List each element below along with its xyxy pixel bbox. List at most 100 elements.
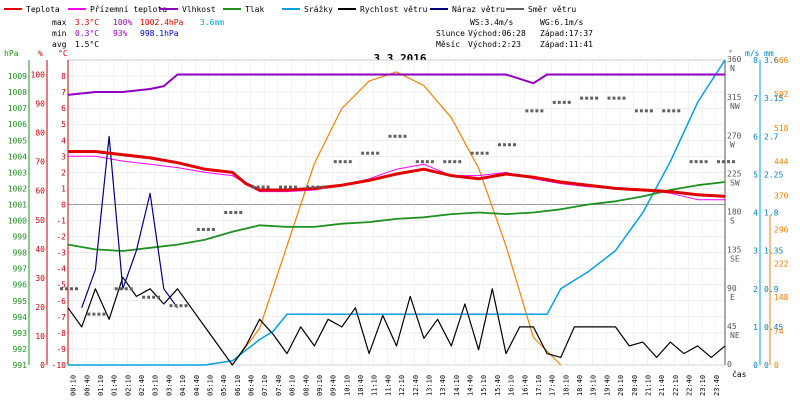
wind-direction-point bbox=[284, 185, 287, 189]
tick-label-solar: 222 bbox=[774, 259, 789, 268]
wind-direction-point bbox=[639, 109, 643, 113]
x-tick-label: 05:40 bbox=[220, 375, 228, 396]
tick-label-rain: 1.8 bbox=[764, 209, 779, 218]
x-tick-label: 14:40 bbox=[467, 375, 475, 396]
x-tick-label: 16:10 bbox=[508, 375, 516, 396]
legend-label: Přízemní teplota bbox=[90, 5, 167, 14]
tick-label-rain: 2.7 bbox=[764, 132, 779, 141]
tick-label-pressure: 1001 bbox=[8, 200, 27, 209]
tick-label-compass: SE bbox=[730, 255, 740, 264]
x-tick-label: 12:10 bbox=[398, 375, 406, 396]
tick-label-rain: 3.15 bbox=[764, 94, 783, 103]
tick-label-pressure: 1003 bbox=[8, 168, 27, 177]
x-tick-label: 03:40 bbox=[165, 375, 173, 396]
tick-label-temperature: 4 bbox=[61, 136, 66, 145]
wind-direction-point bbox=[124, 287, 128, 291]
x-tick-label: 15:10 bbox=[480, 375, 488, 396]
wind-direction-point bbox=[102, 312, 106, 316]
wind-direction-point bbox=[174, 304, 178, 308]
x-tick-label: 04:10 bbox=[179, 375, 187, 396]
wind-direction-point bbox=[179, 304, 183, 308]
tick-label-pressure: 992 bbox=[13, 345, 28, 354]
wind-direction-point bbox=[294, 185, 297, 189]
x-tick-label: 00:10 bbox=[70, 375, 78, 396]
x-tick-label: 07:10 bbox=[261, 375, 269, 396]
tick-label-wind-speed: 5 bbox=[753, 170, 758, 179]
wind-direction-point bbox=[306, 185, 310, 189]
tick-label-wind-speed: 2 bbox=[753, 285, 758, 294]
tick-label-wind-speed: 1 bbox=[753, 323, 758, 332]
tick-label-solar: 518 bbox=[774, 124, 789, 133]
wind-direction-point bbox=[535, 109, 539, 113]
info-moon-set: Západ:11:41 bbox=[540, 40, 593, 49]
tick-label-temperature: -6 bbox=[56, 297, 66, 306]
tick-label-temperature: -10 bbox=[52, 361, 67, 370]
tick-label-compass: N bbox=[730, 64, 735, 73]
x-tick-label: 13:10 bbox=[425, 375, 433, 396]
legend-label: Tlak bbox=[245, 5, 264, 14]
wind-direction-point bbox=[677, 109, 681, 113]
wind-direction-point bbox=[321, 185, 325, 189]
wind-direction-point bbox=[513, 143, 516, 147]
tick-label-humidity: 30 bbox=[35, 274, 45, 283]
series-teplota bbox=[68, 150, 726, 198]
tick-label-pressure: 1005 bbox=[8, 136, 27, 145]
wind-direction-point bbox=[266, 185, 270, 189]
info-panel: WS:3.4m/s WG:6.1m/s Slunce Východ:06:28 … bbox=[436, 18, 593, 49]
x-tick-label: 10:40 bbox=[357, 375, 365, 396]
wind-direction-point bbox=[617, 96, 621, 100]
wind-direction-point bbox=[201, 227, 205, 231]
wind-direction-point bbox=[279, 185, 282, 189]
info-moon-rise: Východ:2:23 bbox=[468, 40, 521, 49]
tick-label-rain: 0.9 bbox=[764, 285, 779, 294]
wind-direction-point bbox=[348, 160, 352, 164]
wind-direction-point bbox=[732, 160, 735, 164]
wind-direction-point bbox=[206, 227, 210, 231]
wind-direction-point bbox=[453, 160, 457, 164]
tick-label-humidity: 10 bbox=[35, 332, 45, 341]
legend-label: Vlhkost bbox=[182, 5, 216, 14]
wind-direction-point bbox=[388, 134, 392, 138]
tick-label-pressure: 1006 bbox=[8, 120, 27, 129]
x-tick-label: 16:40 bbox=[521, 375, 529, 396]
tick-label-humidity: 100 bbox=[31, 71, 46, 80]
series-náraz-větru bbox=[81, 135, 178, 309]
wind-direction-point bbox=[722, 160, 725, 164]
wind-direction-point bbox=[634, 109, 638, 113]
x-tick-label: 14:10 bbox=[453, 375, 461, 396]
tick-label-humidity: 0 bbox=[40, 361, 45, 370]
x-tick-label: 19:10 bbox=[590, 375, 598, 396]
x-tick-label: 13:40 bbox=[439, 375, 447, 396]
series-srážky bbox=[68, 59, 726, 366]
tick-label-pressure: 996 bbox=[13, 281, 28, 290]
tick-label-humidity: 90 bbox=[35, 100, 45, 109]
tick-label-pressure: 1000 bbox=[8, 217, 27, 226]
x-tick-label: 17:10 bbox=[535, 375, 543, 396]
tick-label-wind-direction: 135 bbox=[727, 246, 742, 255]
tick-label-pressure: 1008 bbox=[8, 88, 27, 97]
legend-label: Náraz větru bbox=[452, 5, 505, 14]
wind-direction-point bbox=[498, 143, 501, 147]
tick-label-compass: W bbox=[730, 140, 735, 149]
tick-label-solar: 370 bbox=[774, 192, 789, 201]
wind-direction-point bbox=[114, 287, 118, 291]
tick-label-wind-speed: 4 bbox=[753, 209, 758, 218]
wind-direction-point bbox=[470, 151, 474, 155]
wind-direction-point bbox=[607, 96, 611, 100]
info-ws: WS:3.4m/s bbox=[470, 18, 514, 27]
wind-direction-point bbox=[196, 227, 200, 231]
x-tick-label: 18:40 bbox=[576, 375, 584, 396]
wind-direction-point bbox=[540, 109, 544, 113]
wind-direction-point bbox=[60, 287, 63, 291]
x-tick-label: 08:40 bbox=[302, 375, 310, 396]
tick-label-wind-direction: 0 bbox=[727, 360, 732, 369]
wind-direction-point bbox=[239, 211, 243, 214]
legend: Teplota Přízemní teplota Vlhkost Tlak Srážky… bbox=[4, 5, 576, 14]
wind-direction-point bbox=[644, 109, 648, 113]
axis-unit-wind-speed: m/s bbox=[745, 49, 760, 58]
axis-unit-rain: mm bbox=[764, 49, 774, 58]
wind-direction-point bbox=[366, 151, 370, 155]
chart-marks bbox=[60, 59, 735, 366]
info-sun-set: Západ:17:37 bbox=[540, 29, 593, 38]
